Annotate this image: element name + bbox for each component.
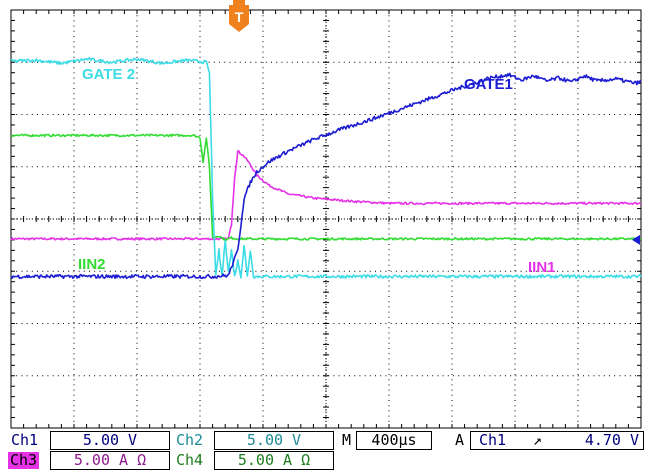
trace-gate1	[10, 72, 642, 280]
oscilloscope-display: T GATE 2 GATE1 IIN2 IIN1	[10, 0, 642, 429]
trigger-marker-cap	[233, 0, 245, 5]
trigger-source: Ch1	[479, 431, 507, 449]
trigger-marker-icon	[229, 5, 249, 32]
ch3-label: Ch3	[8, 451, 40, 469]
trigger-marker-label: T	[235, 9, 244, 25]
trace-iin2	[11, 133, 642, 242]
status-bar: Ch1 5.00 V Ch2 5.00 V M 400µs A Ch1 ↗ 4.…	[0, 430, 651, 471]
iin2-label: IIN2	[78, 256, 106, 273]
trace-gate2	[10, 57, 642, 279]
trigger-mode: A	[455, 431, 465, 449]
ch4-scale: 5.00 A Ω	[214, 451, 334, 470]
gate1-label: GATE1	[464, 76, 513, 93]
timebase-value: 400µs	[356, 431, 432, 450]
ch1-label: Ch1	[11, 431, 39, 449]
ch4-label: Ch4	[176, 451, 204, 469]
trace-iin1	[10, 150, 642, 241]
ch2-label: Ch2	[176, 431, 204, 449]
timebase-label: M	[342, 431, 352, 449]
waveform-plot: T	[10, 0, 642, 429]
ch2-scale: 5.00 V	[214, 431, 334, 450]
trigger-readout: Ch1 ↗ 4.70 V	[470, 431, 644, 450]
trigger-level: 4.70 V	[584, 431, 639, 449]
iin1-label: IIN1	[528, 259, 556, 276]
ch3-scale: 5.00 A Ω	[50, 451, 170, 470]
ch1-ground-marker	[632, 234, 640, 245]
gate2-label: GATE 2	[82, 66, 136, 83]
trigger-slope-icon: ↗	[533, 431, 543, 449]
ch1-scale: 5.00 V	[50, 431, 170, 450]
